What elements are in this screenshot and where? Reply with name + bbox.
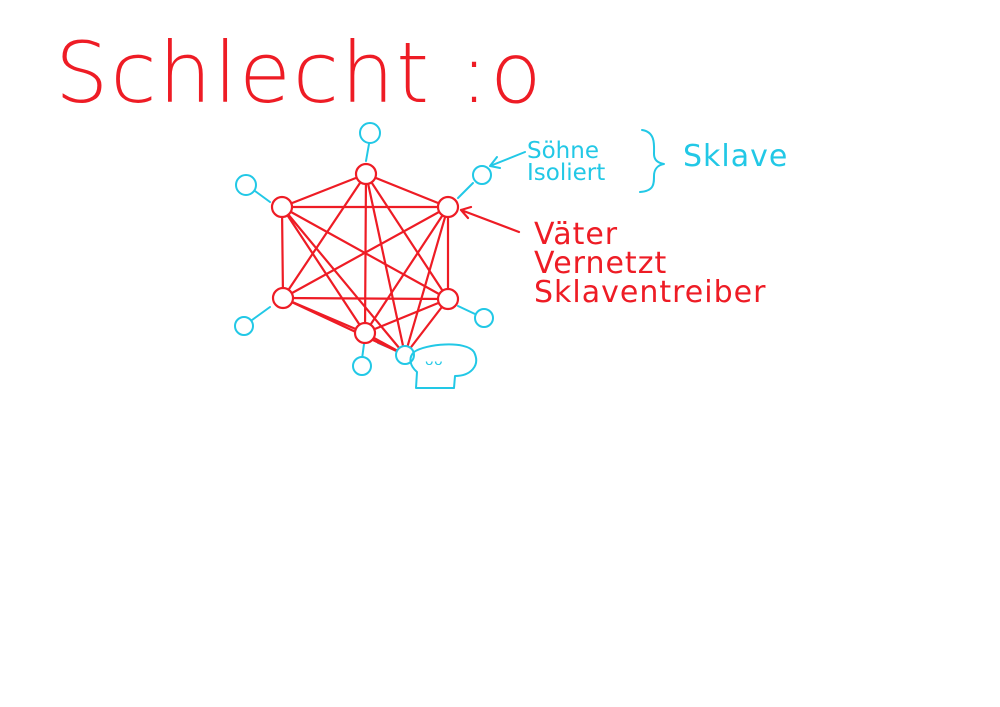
spoke-lower-left	[251, 306, 271, 321]
father-nodes	[270, 162, 460, 345]
son-nodes	[234, 122, 494, 376]
fathers-label-line2: Vernetzt	[534, 246, 667, 281]
father-node-upper-right	[436, 195, 460, 219]
face-glyph: ᵕᵕ	[425, 353, 443, 378]
son-node-top	[359, 122, 381, 144]
father-node-bottom	[353, 321, 377, 345]
sons-label-line2: Isoliert	[527, 160, 605, 186]
spoke-lower-right	[457, 305, 476, 315]
fathers-pointer-arrow	[459, 205, 521, 234]
son-node-upper-left	[235, 174, 257, 196]
father-node-lower-right	[436, 287, 460, 311]
spoke-upper-right	[457, 182, 474, 199]
face-bubble: ᵕᵕ	[409, 343, 478, 389]
fathers-label-line1: Väter	[534, 217, 618, 252]
father-mesh	[280, 172, 450, 357]
father-node-top	[354, 162, 378, 186]
fathers-label-line3: Sklaventreiber	[534, 275, 766, 310]
father-node-upper-left	[270, 195, 294, 219]
sons-pointer-arrow	[489, 151, 526, 169]
son-node-lower-left	[234, 316, 254, 336]
sons-group-label: Sklave	[683, 139, 788, 174]
heading-text: Schlecht :o	[55, 24, 544, 122]
sons-label-line1: Söhne	[527, 138, 599, 164]
spoke-top	[365, 143, 370, 162]
sons-curly-brace	[639, 129, 665, 193]
father-node-lower-left	[271, 286, 295, 310]
spoke-upper-left	[254, 190, 271, 203]
son-node-upper-right	[472, 165, 492, 185]
son-node-bottom	[352, 356, 372, 376]
son-node-lower-right	[474, 308, 494, 328]
